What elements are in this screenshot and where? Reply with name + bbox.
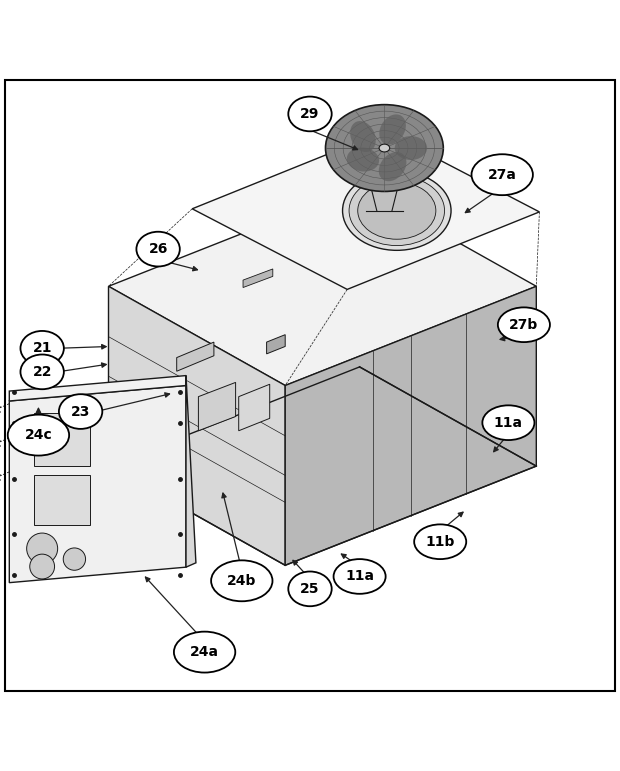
Ellipse shape [482, 406, 534, 440]
Text: 27b: 27b [509, 318, 539, 332]
Text: 27a: 27a [488, 168, 516, 182]
Text: 23: 23 [71, 405, 91, 419]
Polygon shape [198, 382, 236, 431]
Ellipse shape [379, 144, 390, 152]
Ellipse shape [379, 152, 407, 181]
Circle shape [30, 554, 55, 579]
Text: 26: 26 [148, 242, 168, 256]
Ellipse shape [288, 96, 332, 131]
Ellipse shape [349, 176, 445, 246]
Text: 11b: 11b [425, 535, 455, 549]
Text: 24a: 24a [190, 645, 219, 659]
Circle shape [63, 548, 86, 571]
Text: 25: 25 [300, 582, 320, 596]
Ellipse shape [334, 559, 386, 594]
Ellipse shape [326, 105, 443, 191]
Polygon shape [267, 335, 285, 354]
Ellipse shape [211, 561, 273, 601]
Ellipse shape [358, 182, 436, 239]
Text: 11a: 11a [494, 416, 523, 429]
Polygon shape [9, 386, 186, 583]
Text: 24c: 24c [25, 428, 52, 442]
Text: 11a: 11a [345, 570, 374, 584]
Ellipse shape [20, 355, 64, 389]
Text: 24b: 24b [227, 574, 257, 588]
Polygon shape [9, 375, 186, 401]
Polygon shape [34, 413, 90, 466]
Text: eReplacementParts.com: eReplacementParts.com [216, 384, 404, 399]
Polygon shape [108, 187, 536, 386]
Circle shape [27, 533, 58, 564]
Ellipse shape [472, 154, 533, 195]
Ellipse shape [379, 114, 406, 145]
Text: 21: 21 [32, 342, 52, 355]
Polygon shape [177, 342, 214, 372]
Ellipse shape [347, 147, 379, 171]
Ellipse shape [350, 121, 376, 152]
Polygon shape [239, 384, 270, 431]
Polygon shape [108, 286, 285, 565]
Ellipse shape [288, 571, 332, 606]
Polygon shape [186, 375, 196, 567]
Polygon shape [285, 286, 536, 565]
Text: 22: 22 [32, 365, 52, 379]
Ellipse shape [342, 171, 451, 251]
Ellipse shape [498, 308, 550, 342]
Ellipse shape [395, 136, 427, 160]
Polygon shape [192, 131, 539, 289]
Ellipse shape [7, 415, 69, 456]
Ellipse shape [59, 394, 102, 429]
Ellipse shape [414, 524, 466, 559]
Ellipse shape [136, 232, 180, 267]
Text: 29: 29 [300, 107, 320, 121]
Ellipse shape [20, 331, 64, 365]
Polygon shape [243, 269, 273, 288]
Ellipse shape [174, 631, 236, 672]
Polygon shape [34, 476, 90, 525]
